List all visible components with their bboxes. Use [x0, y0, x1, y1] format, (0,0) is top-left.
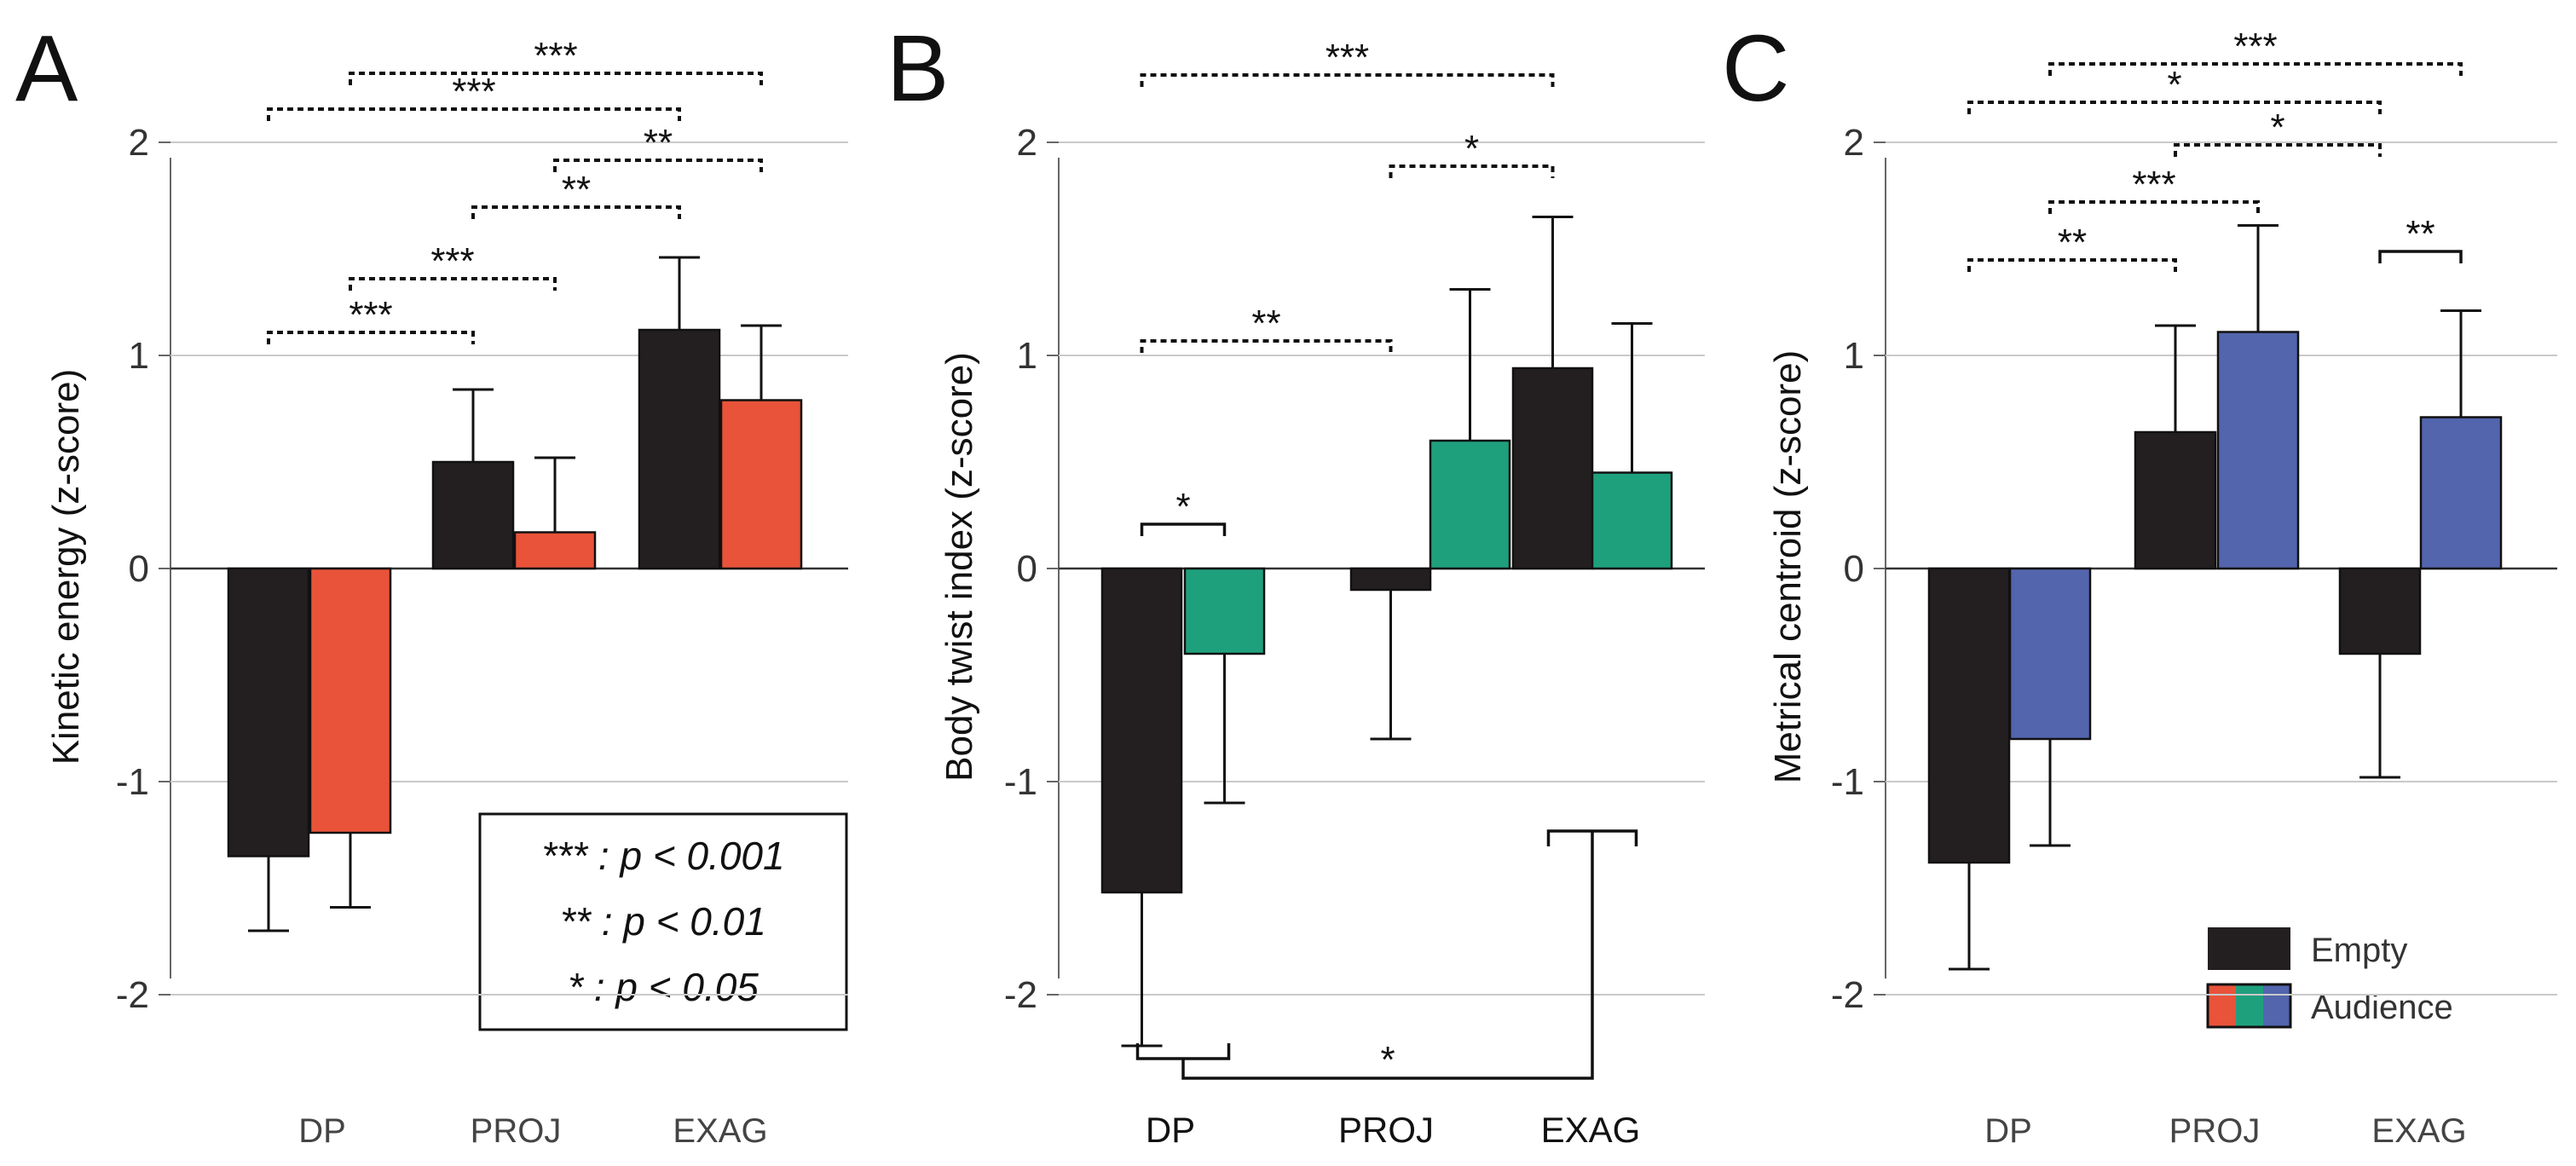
- panel-b-significance-bracket: [1140, 339, 1393, 353]
- panel-a-bar-empty-dp: [227, 567, 310, 857]
- panel-b: B Body twist index (z-score) DP PROJ EXA…: [887, 16, 1705, 1150]
- panel-c-bar-empty-proj: [2134, 430, 2217, 570]
- panel-c-significance-label: **: [2058, 222, 2087, 263]
- panel-c-significance-bracket: [1967, 101, 2382, 114]
- panel-c-tick-label: 0: [1844, 548, 1864, 590]
- panel-a-significance-bracket: [349, 277, 557, 291]
- panel-a-bar-audience-dp: [309, 567, 392, 834]
- panel-a-significance-bracket: [553, 159, 763, 172]
- panel-a-tick-label: 0: [129, 548, 149, 590]
- panel-c-category-proj: PROJ: [2169, 1112, 2261, 1150]
- panel-a-tick-label: -2: [116, 974, 149, 1016]
- panel-c-bar-audience-proj: [2216, 331, 2300, 570]
- panel-b-significance-label: **: [1251, 303, 1280, 344]
- panel-b-bracket-link: [1181, 831, 1594, 1080]
- panel-a-category-dp: DP: [298, 1112, 346, 1150]
- panel-c-bar-audience-dp: [2008, 567, 2092, 741]
- panel-b-tick-label: -2: [1004, 974, 1037, 1016]
- panel-c-significance-label: *: [2167, 64, 2181, 106]
- panel-b-category-proj: PROJ: [1338, 1110, 1434, 1150]
- panel-letter-c: C: [1722, 16, 1789, 121]
- panel-b-bar-audience-dp: [1183, 567, 1266, 655]
- panel-c-significance-bracket: [2174, 143, 2382, 157]
- significance-legend: *** : p < 0.001 ** : p < 0.01 * : p < 0.…: [478, 812, 848, 1031]
- panel-b-significance-bracket: [1389, 165, 1555, 178]
- panel-b-category-dp: DP: [1146, 1110, 1195, 1150]
- legend-empty-swatch: [2208, 927, 2290, 970]
- panel-a-bar-empty-proj: [431, 460, 515, 570]
- panel-c-significance-bracket: [2048, 200, 2260, 214]
- panel-a-significance-bracket: [267, 107, 681, 121]
- panel-a-tick-label: 1: [129, 335, 149, 377]
- panel-b-tick-label: -1: [1004, 761, 1037, 803]
- legend-audience-swatch-blue: [2263, 984, 2290, 1027]
- panel-c-significance-bracket: [2378, 250, 2463, 263]
- panel-c-bar-empty-dp: [1927, 567, 2011, 864]
- panel-b-tick-label: 1: [1017, 335, 1037, 377]
- color-legend: Empty Audience: [2206, 927, 2453, 1029]
- panel-a-bar-audience-exag: [719, 399, 803, 570]
- sig-legend-05: * : p < 0.05: [568, 965, 759, 1009]
- panel-a-significance-bracket: [267, 331, 475, 344]
- panel-a-tick-label: -1: [116, 761, 149, 803]
- legend-audience-swatch-red: [2208, 984, 2236, 1027]
- panel-letter-b: B: [887, 16, 949, 121]
- panel-c-significance-bracket: [1967, 258, 2177, 272]
- panel-a-significance-bracket: [349, 72, 763, 85]
- panel-a-significance-label: ***: [452, 71, 495, 113]
- panel-c-tick-label: -2: [1831, 974, 1864, 1016]
- panel-b-significance-label: *: [1175, 486, 1190, 528]
- sig-legend-001: *** : p < 0.001: [541, 834, 784, 878]
- sig-legend-01: ** : p < 0.01: [560, 899, 766, 944]
- panel-b-significance-label: ***: [1326, 37, 1369, 78]
- panel-a-significance-bracket: [471, 205, 681, 219]
- panel-a-category-proj: PROJ: [471, 1112, 562, 1150]
- panel-a: A Kinetic energy (z-score) *** : p < 0.0…: [15, 16, 848, 1150]
- panel-a-bar-audience-proj: [513, 531, 597, 570]
- panel-c-significance-label: ***: [2233, 26, 2277, 67]
- panel-b-ylabel: Body twist index (z-score): [939, 352, 980, 782]
- panel-c-category-exag: EXAG: [2371, 1112, 2466, 1150]
- panel-c-ylabel: Metrical centroid (z-score): [1767, 350, 1809, 784]
- panel-a-tick-label: 2: [129, 122, 149, 164]
- panel-c: C Metrical centroid (z-score) DP PROJ EX…: [1722, 16, 2557, 1150]
- panel-c-significance-label: ***: [2132, 164, 2175, 205]
- panel-b-bar-audience-exag: [1591, 471, 1673, 570]
- panel-b-bar-empty-proj: [1349, 567, 1432, 592]
- panel-a-bar-empty-exag: [638, 328, 721, 570]
- panel-a-significance-label: **: [562, 169, 591, 211]
- legend-audience-swatch-frame: [2206, 983, 2292, 1029]
- panel-b-category-exag: EXAG: [1541, 1110, 1641, 1150]
- panel-c-tick-label: -1: [1831, 761, 1864, 803]
- panel-c-significance-bracket: [2048, 62, 2463, 76]
- panel-a-significance-label: **: [644, 122, 673, 164]
- panel-c-tick-label: 2: [1844, 122, 1864, 164]
- panel-c-significance-label: *: [2270, 107, 2284, 148]
- legend-audience-swatch-green: [2236, 984, 2263, 1027]
- legend-empty-label: Empty: [2311, 932, 2407, 969]
- panel-a-ylabel: Kinetic energy (z-score): [45, 369, 87, 765]
- panel-c-category-dp: DP: [1984, 1112, 2032, 1150]
- panel-a-significance-label: ***: [430, 240, 474, 282]
- panel-c-bar-audience-exag: [2419, 416, 2503, 570]
- panel-b-bar-audience-proj: [1429, 439, 1511, 570]
- panel-b-bar-empty-exag: [1511, 367, 1594, 570]
- panel-a-category-exag: EXAG: [673, 1112, 767, 1150]
- panel-c-significance-label: **: [2406, 213, 2434, 255]
- panel-letter-a: A: [15, 16, 78, 121]
- panel-b-significance-bracket: [1140, 522, 1227, 536]
- panel-c-tick-label: 1: [1844, 335, 1864, 377]
- significance-legend-box: [478, 812, 848, 1031]
- panel-c-bar-empty-exag: [2338, 567, 2422, 655]
- panel-b-tick-label: 0: [1017, 548, 1037, 590]
- panel-b-tick-label: 2: [1017, 122, 1037, 164]
- panel-a-significance-label: ***: [349, 294, 392, 336]
- panel-b-significance-label: *: [1464, 128, 1479, 170]
- panel-a-significance-label: ***: [534, 35, 577, 77]
- panel-b-bar-empty-dp: [1100, 567, 1183, 894]
- panel-b-significance-label: *: [1380, 1039, 1395, 1081]
- panel-b-significance-bracket: [1140, 73, 1555, 87]
